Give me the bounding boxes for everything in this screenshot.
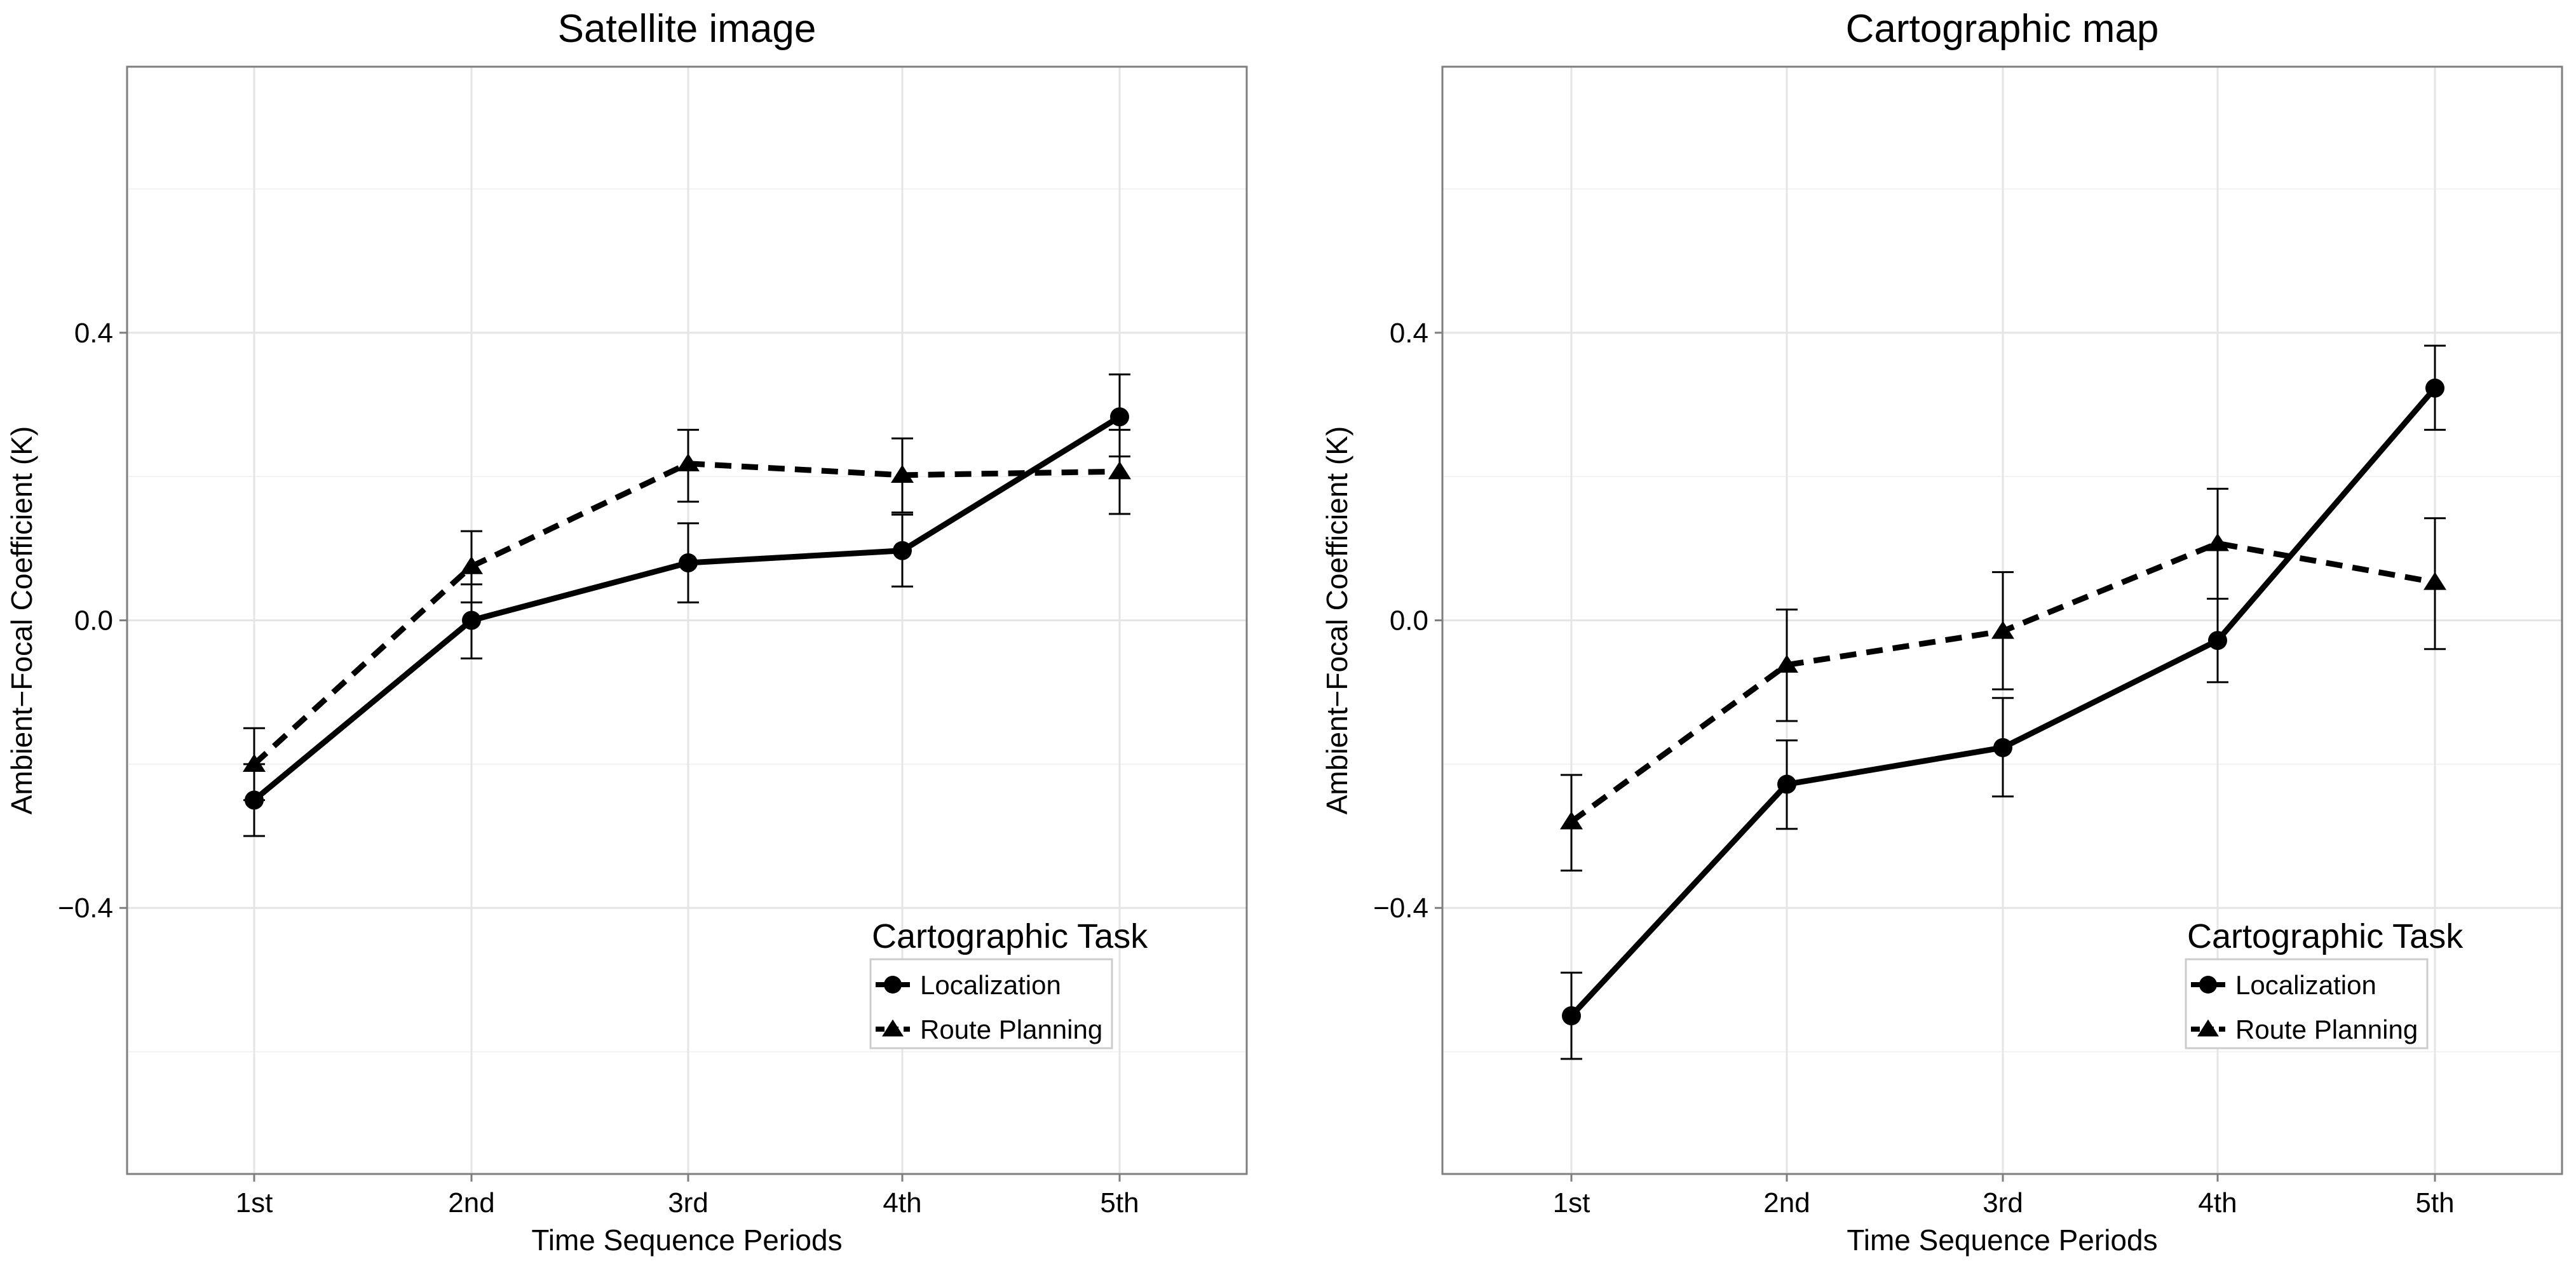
legend-label: Route Planning (920, 1015, 1102, 1044)
data-point-triangle (243, 753, 266, 772)
x-tick-label: 1st (236, 1187, 273, 1218)
chart-panel-1: −0.4 0.0 0.4 1st 2nd 3rd 4th 5th Satellite image… (5, 7, 1248, 1257)
data-point-triangle (1108, 461, 1131, 480)
data-point-triangle (2206, 533, 2229, 551)
x-axis-label: Time Sequence Periods (1847, 1224, 2157, 1257)
data-point-triangle (1775, 654, 1798, 673)
y-tick-label: −0.4 (1373, 893, 1428, 924)
series-route-planning (1560, 487, 2446, 872)
legend-key-circle (884, 976, 902, 994)
y-tick-label: 0.4 (1390, 318, 1428, 349)
data-point-circle (1110, 407, 1129, 427)
y-tick-label: 0.0 (74, 605, 113, 637)
y-axis-label: Ambient−Focal Coefficient (K) (5, 426, 38, 814)
legend-key-triangle (2197, 1019, 2219, 1037)
chart-panel-2: −0.4 0.0 0.4 1st 2nd 3rd 4th 5th Cartographic ma… (1320, 7, 2563, 1257)
data-point-triangle (1991, 621, 2014, 639)
data-point-triangle (677, 453, 700, 471)
legend-title: Cartographic Task (2187, 917, 2464, 955)
x-tick-label: 3rd (1983, 1187, 2023, 1218)
legend-box (2185, 958, 2429, 1049)
series-line (252, 461, 1120, 767)
x-tick-label: 2nd (1763, 1187, 1810, 1218)
y-tick-label: 0.4 (74, 318, 113, 349)
y-axis-label: Ambient−Focal Coefficient (K) (1320, 426, 1353, 814)
legend: Cartographic Task Localization Route Plann… (2185, 917, 2464, 1049)
chart-title: Satellite image (558, 7, 817, 51)
data-point-triangle (2423, 572, 2446, 590)
legend-key-triangle (882, 1019, 904, 1037)
legend-key-circle (2199, 976, 2217, 994)
x-axis-label: Time Sequence Periods (531, 1224, 842, 1257)
y-tick-label: 0.0 (1390, 605, 1428, 637)
data-point-triangle (1560, 811, 1583, 830)
data-point-circle (1562, 1006, 1581, 1025)
series-route-planning (243, 429, 1131, 801)
data-point-triangle (460, 556, 483, 574)
x-tick-label: 1st (1553, 1187, 1590, 1218)
data-point-circle (1777, 774, 1796, 794)
data-point-circle (2425, 378, 2444, 398)
legend: Cartographic Task Localization Route Plann… (869, 917, 1148, 1049)
data-point-circle (462, 610, 481, 630)
x-tick-label: 3rd (668, 1187, 708, 1218)
data-point-circle (679, 553, 698, 572)
series-localization (1561, 344, 2446, 1060)
x-tick-label: 4th (2198, 1187, 2237, 1218)
data-point-circle (2208, 631, 2227, 651)
legend-box (869, 958, 1113, 1049)
x-tick-label: 4th (883, 1187, 921, 1218)
legend-label: Route Planning (2235, 1015, 2418, 1044)
legend-label: Localization (920, 970, 1061, 1000)
x-tick-label: 5th (2415, 1187, 2454, 1218)
legend-label: Localization (2235, 970, 2376, 1000)
data-point-triangle (891, 464, 914, 483)
chart-title: Cartographic map (1846, 7, 2159, 51)
x-tick-label: 5th (1100, 1187, 1139, 1218)
x-tick-label: 2nd (448, 1187, 494, 1218)
data-point-circle (1993, 738, 2012, 757)
legend-title: Cartographic Task (872, 917, 1148, 955)
data-point-circle (893, 541, 912, 560)
y-tick-label: −0.4 (58, 893, 113, 924)
